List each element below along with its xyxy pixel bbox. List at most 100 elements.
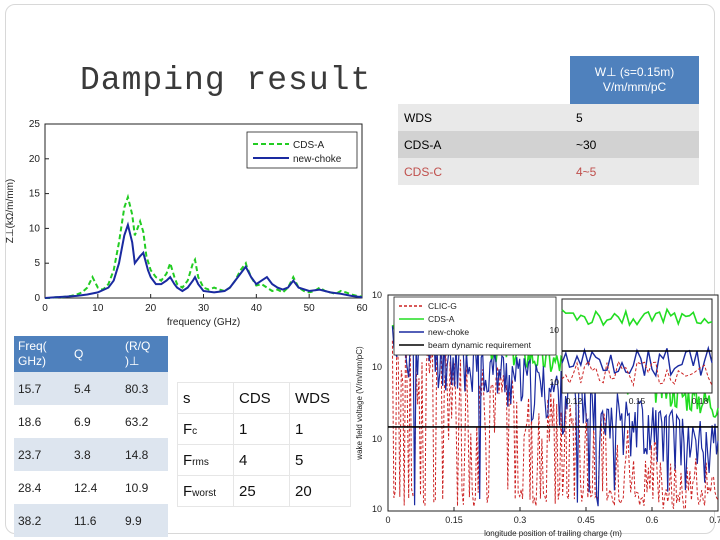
slide-title: Damping result: [80, 62, 372, 99]
table-cell: WDS: [398, 104, 570, 131]
table-cell: 12.4: [70, 471, 121, 504]
y-tick-label: 10: [29, 223, 41, 234]
series-line: [44, 221, 363, 299]
table-cell: 80.3: [121, 372, 168, 405]
x-tick-label: 40: [251, 303, 263, 314]
legend-label: CDS-A: [428, 314, 455, 324]
y-tick-label: 10: [372, 504, 382, 514]
table-cell: 9.9: [121, 504, 168, 537]
table-row: 28.4 12.4 10.9: [14, 471, 168, 504]
table-header-cell: Freq( GHz): [14, 336, 70, 372]
impedance-chart: 0 10 20 30 40 50 60 0 5 10 15 20 25 frequency (GHz) Z⊥…: [5, 119, 368, 328]
legend-label: new-choke: [428, 327, 469, 337]
table-header-row: W⊥ (s=0.15m) V/m/mm/pC: [398, 56, 699, 104]
x-tick-label: 0.3: [514, 515, 527, 525]
table-cell: 3.8: [70, 438, 121, 471]
table-row: CDS-A ~30: [398, 131, 699, 158]
table-cell: 23.7: [14, 438, 70, 471]
table-header-row: Freq( GHz) Q (R/Q )⊥: [14, 336, 168, 372]
x-tick-label: 60: [356, 303, 368, 314]
factor-name: F: [183, 482, 193, 500]
x-axis-label: longitude position of trailing charge (m…: [484, 529, 622, 538]
table-cell: 5: [570, 104, 699, 131]
table-cell: 6.9: [70, 405, 121, 438]
wakefield-chart: 0 0.15 0.3 0.45 0.6 0.75 10 10 10 10 longitude pos…: [355, 290, 720, 538]
mode-table: Freq( GHz) Q (R/Q )⊥ 15.7 5.4 80.3 18.6 …: [14, 336, 168, 537]
table-header-row: s CDS WDS: [177, 382, 351, 414]
legend-label: CDS-A: [293, 140, 324, 151]
table-cell: 5.4: [70, 372, 121, 405]
x-tick-label: 50: [304, 303, 316, 314]
table-cell: 14.8: [121, 438, 168, 471]
table-cell: 1: [233, 413, 290, 445]
legend-box: [246, 131, 358, 169]
x-tick-label: 0: [42, 303, 48, 314]
inset-series-line: [561, 360, 713, 388]
table-cell: Fworst: [177, 475, 234, 507]
table-cell: 63.2: [121, 405, 168, 438]
table-cell: 28.4: [14, 471, 70, 504]
factor-table: s CDS WDS Fc 1 1 Frms 4 5 Fworst 25 20: [177, 382, 351, 507]
table-header-cell: (R/Q )⊥: [121, 336, 168, 372]
table-row: Fc 1 1: [177, 413, 351, 445]
table-cell: ~30: [570, 131, 699, 158]
x-tick-label: 0.45: [577, 515, 595, 525]
table-header-cell: [398, 56, 570, 104]
x-tick-label: 20: [145, 303, 157, 314]
table-cell: Fc: [177, 413, 234, 445]
slide-frame: [5, 4, 715, 534]
series-line: [391, 316, 719, 507]
table-cell: 38.2: [14, 504, 70, 537]
table-header-cell: W⊥ (s=0.15m) V/m/mm/pC: [570, 56, 699, 104]
table-cell: 25: [233, 475, 290, 507]
table-row: 38.2 11.6 9.9: [14, 504, 168, 537]
table-cell: 18.6: [14, 405, 70, 438]
table-row: Frms 4 5: [177, 444, 351, 476]
x-tick-label: 0.6: [646, 515, 659, 525]
y-axis-label: Z⊥(kΩ/m/mm): [5, 179, 16, 244]
inset-x-tick-label: 0.18: [692, 396, 709, 406]
table-row: 23.7 3.8 14.8: [14, 438, 168, 471]
x-tick-label: 0: [385, 515, 390, 525]
x-tick-label: 0.15: [445, 515, 463, 525]
table-cell: 1: [289, 413, 351, 445]
x-tick-label: 0.75: [709, 515, 720, 525]
table-row: CDS-C 4~5: [398, 158, 699, 185]
inset-y-tick-label: 10: [550, 377, 560, 387]
inset-y-tick-label: 10: [550, 325, 560, 335]
table-cell: 11.6: [70, 504, 121, 537]
table-header-cell: WDS: [289, 382, 351, 414]
y-tick-label: 20: [29, 154, 41, 165]
table-row: 15.7 5.4 80.3: [14, 372, 168, 405]
table-row: 18.6 6.9 63.2: [14, 405, 168, 438]
table-row: Fworst 25 20: [177, 475, 351, 507]
table-cell: 20: [289, 475, 351, 507]
y-tick-label: 25: [29, 119, 41, 130]
legend-label: beam dynamic requirement: [428, 340, 532, 350]
table-header-cell: CDS: [233, 382, 290, 414]
table-header-cell: s: [177, 382, 234, 414]
y-tick-label: 10: [372, 290, 382, 300]
table-cell: 10.9: [121, 471, 168, 504]
x-tick-label: 10: [92, 303, 104, 314]
factor-subscript: c: [192, 425, 198, 437]
y-tick-label: 5: [34, 258, 40, 269]
legend-label: CLIC-G: [428, 301, 457, 311]
table-row: WDS 5: [398, 104, 699, 131]
table-cell: CDS-A: [398, 131, 570, 158]
factor-subscript: rms: [192, 456, 209, 468]
y-tick-label: 10: [372, 434, 382, 444]
y-axis-label: wake field voltage (V/m/mm/pC): [355, 346, 364, 461]
factor-name: F: [183, 420, 193, 438]
table-cell: 4~5: [570, 158, 699, 185]
table-header-cell: Q: [70, 336, 121, 372]
table-cell: CDS-C: [398, 158, 570, 185]
table-cell: 5: [289, 444, 351, 476]
legend-label: new-choke: [293, 154, 342, 165]
x-tick-label: 30: [198, 303, 210, 314]
y-tick-label: 10: [372, 362, 382, 372]
table-cell: 15.7: [14, 372, 70, 405]
inset-x-tick-label: 0.12: [566, 396, 583, 406]
factor-name: F: [183, 451, 193, 469]
inset-series-line: [561, 307, 713, 327]
